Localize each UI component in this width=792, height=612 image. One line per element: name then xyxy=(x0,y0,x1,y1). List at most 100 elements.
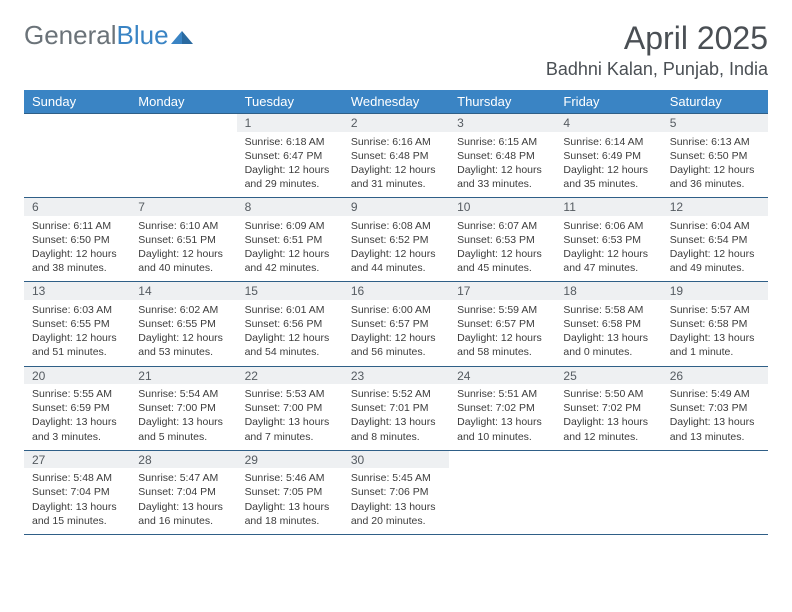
day-cell: Sunrise: 5:50 AMSunset: 7:02 PMDaylight:… xyxy=(555,384,661,450)
sunset-text: Sunset: 7:00 PM xyxy=(245,401,335,415)
daynum-row: 12345 xyxy=(24,114,768,132)
sunset-text: Sunset: 6:55 PM xyxy=(32,317,122,331)
day-cell: Sunrise: 6:03 AMSunset: 6:55 PMDaylight:… xyxy=(24,300,130,366)
day-number: 13 xyxy=(24,282,130,300)
daylight-text: Daylight: 12 hours and 31 minutes. xyxy=(351,163,441,191)
content-row: Sunrise: 5:55 AMSunset: 6:59 PMDaylight:… xyxy=(24,384,768,450)
daylight-text: Daylight: 13 hours and 12 minutes. xyxy=(563,415,653,443)
daylight-text: Daylight: 13 hours and 3 minutes. xyxy=(32,415,122,443)
logo-mark-icon xyxy=(171,20,193,51)
daylight-text: Daylight: 12 hours and 56 minutes. xyxy=(351,331,441,359)
sunrise-text: Sunrise: 6:18 AM xyxy=(245,135,335,149)
daylight-text: Daylight: 13 hours and 7 minutes. xyxy=(245,415,335,443)
daynum-row: 27282930 xyxy=(24,450,768,468)
daylight-text: Daylight: 13 hours and 5 minutes. xyxy=(138,415,228,443)
day-cell: Sunrise: 6:14 AMSunset: 6:49 PMDaylight:… xyxy=(555,132,661,198)
content-row: Sunrise: 6:18 AMSunset: 6:47 PMDaylight:… xyxy=(24,132,768,198)
sunrise-text: Sunrise: 5:45 AM xyxy=(351,471,441,485)
sunrise-text: Sunrise: 5:51 AM xyxy=(457,387,547,401)
day-number: 23 xyxy=(343,366,449,384)
daylight-text: Daylight: 12 hours and 38 minutes. xyxy=(32,247,122,275)
sunrise-text: Sunrise: 5:50 AM xyxy=(563,387,653,401)
sunrise-text: Sunrise: 6:14 AM xyxy=(563,135,653,149)
sunset-text: Sunset: 6:50 PM xyxy=(32,233,122,247)
sunset-text: Sunset: 6:51 PM xyxy=(138,233,228,247)
day-cell: Sunrise: 5:51 AMSunset: 7:02 PMDaylight:… xyxy=(449,384,555,450)
day-cell xyxy=(449,468,555,534)
day-number: 2 xyxy=(343,114,449,132)
day-number: 3 xyxy=(449,114,555,132)
logo-text-general: General xyxy=(24,20,117,51)
sunset-text: Sunset: 6:51 PM xyxy=(245,233,335,247)
day-header: Thursday xyxy=(449,90,555,114)
sunrise-text: Sunrise: 5:57 AM xyxy=(670,303,760,317)
sunrise-text: Sunrise: 6:06 AM xyxy=(563,219,653,233)
day-number: 24 xyxy=(449,366,555,384)
content-row: Sunrise: 6:11 AMSunset: 6:50 PMDaylight:… xyxy=(24,216,768,282)
daylight-text: Daylight: 12 hours and 47 minutes. xyxy=(563,247,653,275)
day-number: 8 xyxy=(237,198,343,216)
sunrise-text: Sunrise: 6:07 AM xyxy=(457,219,547,233)
day-number: 4 xyxy=(555,114,661,132)
sunrise-text: Sunrise: 5:47 AM xyxy=(138,471,228,485)
daylight-text: Daylight: 12 hours and 29 minutes. xyxy=(245,163,335,191)
day-number: 30 xyxy=(343,450,449,468)
sunrise-text: Sunrise: 6:08 AM xyxy=(351,219,441,233)
sunrise-text: Sunrise: 5:59 AM xyxy=(457,303,547,317)
sunset-text: Sunset: 6:49 PM xyxy=(563,149,653,163)
day-number: 17 xyxy=(449,282,555,300)
sunset-text: Sunset: 6:58 PM xyxy=(563,317,653,331)
daylight-text: Daylight: 13 hours and 15 minutes. xyxy=(32,500,122,528)
day-cell xyxy=(555,468,661,534)
day-cell: Sunrise: 6:06 AMSunset: 6:53 PMDaylight:… xyxy=(555,216,661,282)
day-cell xyxy=(24,132,130,198)
daylight-text: Daylight: 12 hours and 54 minutes. xyxy=(245,331,335,359)
sunset-text: Sunset: 7:02 PM xyxy=(563,401,653,415)
day-cell: Sunrise: 5:59 AMSunset: 6:57 PMDaylight:… xyxy=(449,300,555,366)
sunset-text: Sunset: 7:06 PM xyxy=(351,485,441,499)
daylight-text: Daylight: 12 hours and 45 minutes. xyxy=(457,247,547,275)
sunrise-text: Sunrise: 6:03 AM xyxy=(32,303,122,317)
daylight-text: Daylight: 12 hours and 42 minutes. xyxy=(245,247,335,275)
day-cell: Sunrise: 6:02 AMSunset: 6:55 PMDaylight:… xyxy=(130,300,236,366)
day-number: 15 xyxy=(237,282,343,300)
sunrise-text: Sunrise: 5:55 AM xyxy=(32,387,122,401)
sunset-text: Sunset: 6:48 PM xyxy=(351,149,441,163)
sunset-text: Sunset: 6:55 PM xyxy=(138,317,228,331)
day-cell: Sunrise: 6:16 AMSunset: 6:48 PMDaylight:… xyxy=(343,132,449,198)
day-cell: Sunrise: 6:00 AMSunset: 6:57 PMDaylight:… xyxy=(343,300,449,366)
daylight-text: Daylight: 12 hours and 35 minutes. xyxy=(563,163,653,191)
day-number: 14 xyxy=(130,282,236,300)
day-cell: Sunrise: 6:07 AMSunset: 6:53 PMDaylight:… xyxy=(449,216,555,282)
sunrise-text: Sunrise: 6:10 AM xyxy=(138,219,228,233)
sunrise-text: Sunrise: 6:04 AM xyxy=(670,219,760,233)
sunrise-text: Sunrise: 5:54 AM xyxy=(138,387,228,401)
month-title: April 2025 xyxy=(546,20,768,57)
logo: GeneralBlue xyxy=(24,20,193,51)
sunrise-text: Sunrise: 6:09 AM xyxy=(245,219,335,233)
sunrise-text: Sunrise: 6:11 AM xyxy=(32,219,122,233)
day-cell: Sunrise: 6:01 AMSunset: 6:56 PMDaylight:… xyxy=(237,300,343,366)
day-header: Monday xyxy=(130,90,236,114)
day-cell: Sunrise: 6:04 AMSunset: 6:54 PMDaylight:… xyxy=(662,216,768,282)
day-cell: Sunrise: 6:08 AMSunset: 6:52 PMDaylight:… xyxy=(343,216,449,282)
day-number: 6 xyxy=(24,198,130,216)
sunrise-text: Sunrise: 6:16 AM xyxy=(351,135,441,149)
daylight-text: Daylight: 12 hours and 49 minutes. xyxy=(670,247,760,275)
sunset-text: Sunset: 7:00 PM xyxy=(138,401,228,415)
sunrise-text: Sunrise: 5:52 AM xyxy=(351,387,441,401)
daylight-text: Daylight: 12 hours and 58 minutes. xyxy=(457,331,547,359)
sunrise-text: Sunrise: 5:48 AM xyxy=(32,471,122,485)
day-cell: Sunrise: 6:10 AMSunset: 6:51 PMDaylight:… xyxy=(130,216,236,282)
sunset-text: Sunset: 6:50 PM xyxy=(670,149,760,163)
sunrise-text: Sunrise: 6:15 AM xyxy=(457,135,547,149)
day-cell: Sunrise: 6:09 AMSunset: 6:51 PMDaylight:… xyxy=(237,216,343,282)
day-cell xyxy=(130,132,236,198)
daylight-text: Daylight: 12 hours and 33 minutes. xyxy=(457,163,547,191)
daynum-row: 20212223242526 xyxy=(24,366,768,384)
day-number: 25 xyxy=(555,366,661,384)
daylight-text: Daylight: 12 hours and 53 minutes. xyxy=(138,331,228,359)
day-number: 5 xyxy=(662,114,768,132)
calendar-table: Sunday Monday Tuesday Wednesday Thursday… xyxy=(24,90,768,535)
sunset-text: Sunset: 6:48 PM xyxy=(457,149,547,163)
